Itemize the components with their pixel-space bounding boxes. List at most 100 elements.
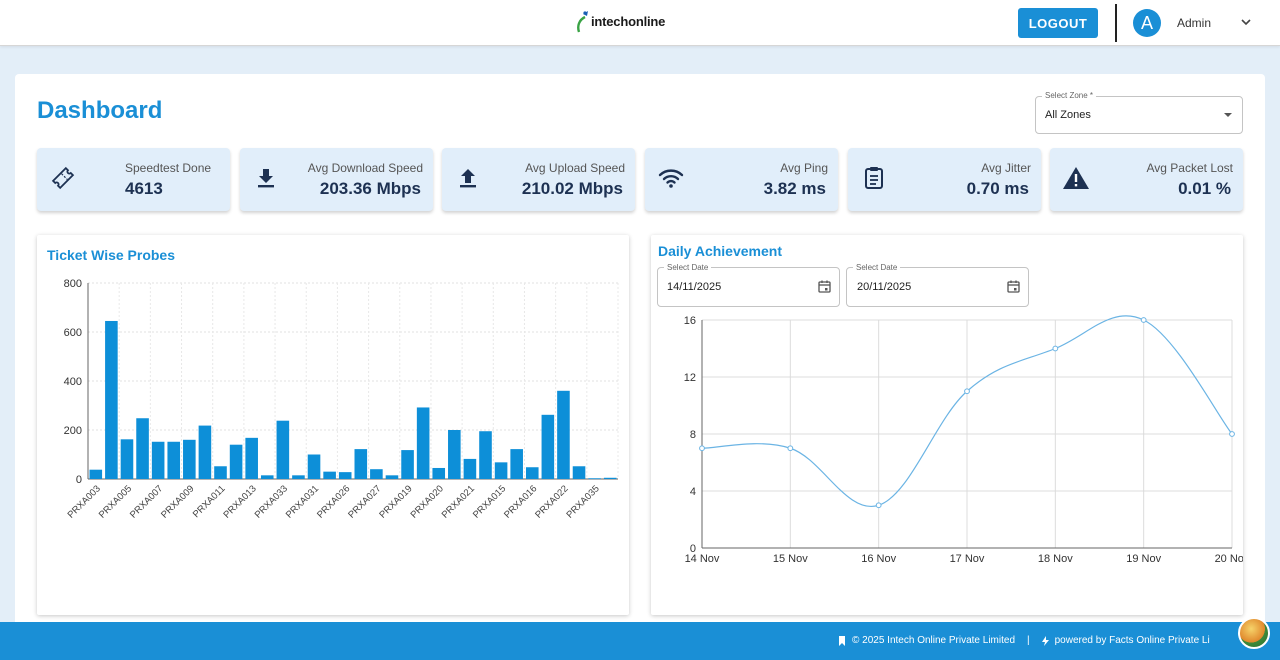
bar [432,467,446,479]
data-point [1229,431,1235,437]
stat-card-speedtest: Speedtest Done 4613 [37,148,230,211]
bar [338,472,352,479]
bar [463,458,477,479]
brand-logo[interactable]: intechonline [576,8,665,34]
bar [307,454,321,479]
y-tick-label: 0 [76,474,82,486]
stat-value: 203.36 Mbps [319,179,421,198]
x-tick-label: PRXA020 [409,483,446,520]
calendar-icon[interactable] [818,280,831,293]
bar [229,444,243,479]
zone-select-value[interactable]: All Zones [1045,109,1091,121]
logo-mark-icon [577,11,588,33]
x-tick-label: PRXA005 [97,483,134,520]
bar [448,430,461,479]
stat-value: 210.02 Mbps [521,179,623,198]
end-date-label: Select Date [853,263,901,272]
data-point [964,388,970,395]
start-date-label: Select Date [664,263,712,272]
x-tick-label: PRXA031 [284,483,321,520]
zone-select[interactable] [1035,96,1243,134]
stat-label: Speedtest Done [125,161,212,175]
warning-icon [1062,164,1090,192]
footer: © 2025 Intech Online Private Limited | p… [0,622,1280,660]
stat-value: 3.82 ms [763,179,826,198]
end-date-field[interactable] [846,267,1029,307]
y-tick-label: 12 [684,372,696,384]
dropdown-caret-icon[interactable] [1224,113,1232,117]
download-icon [252,164,280,192]
x-tick-label: PRXA016 [502,483,539,520]
bar [323,471,336,479]
bar [525,467,539,479]
bar [214,466,227,479]
y-tick-label: 0 [690,543,696,555]
x-tick-label: PRXA035 [564,483,601,520]
user-name[interactable]: Admin [1177,16,1212,30]
x-tick-label: 18 Nov [1038,553,1073,565]
bookmark-icon [839,635,845,646]
bar [245,437,258,479]
y-tick-label: 16 [684,315,696,327]
start-date-field[interactable] [657,267,840,307]
start-date-value[interactable]: 14/11/2025 [667,281,722,293]
x-tick-label: PRXA019 [377,483,414,520]
stat-card-ping: Avg Ping 3.82 ms [645,148,838,211]
data-point [875,502,882,509]
zone-select-label: Select Zone * [1042,91,1097,100]
footer-powered: powered by Facts Online Private Li [1054,635,1210,646]
bar [167,441,181,479]
footer-copyright: © 2025 Intech Online Private Limited [852,635,1016,646]
page-title: Dashboard [37,97,163,124]
top-header: intechonline LOGOUT A Admin [0,0,1280,46]
y-tick-label: 600 [64,327,82,339]
bar [276,420,290,479]
data-point [699,445,705,452]
probes-panel-title: Ticket Wise Probes [47,247,176,263]
stat-card-upload: Avg Upload Speed 210.02 Mbps [442,148,635,211]
bar [370,469,383,479]
bar [198,425,212,479]
bar [183,439,196,479]
x-tick-label: 14 Nov [685,553,720,565]
bar [416,407,430,479]
bar [557,390,570,479]
bar [401,450,414,479]
stat-value: 0.70 ms [966,179,1029,198]
y-tick-label: 800 [64,278,82,290]
x-tick-label: 15 Nov [773,553,808,565]
chat-widget-button[interactable] [1238,617,1270,649]
y-tick-label: 400 [64,376,82,388]
stat-card-download: Avg Download Speed 203.36 Mbps [240,148,433,211]
bar [494,462,508,479]
x-tick-label: PRXA003 [66,483,103,520]
bar [151,441,165,479]
bar [354,449,368,479]
x-tick-label: 17 Nov [950,553,985,565]
end-date-value[interactable]: 20/11/2025 [857,281,912,293]
y-tick-label: 4 [690,486,696,498]
bar [479,431,492,479]
upload-icon [454,164,482,192]
stat-label: Avg Upload Speed [525,161,625,175]
data-point [1052,345,1059,352]
x-tick-label: 19 Nov [1126,553,1161,565]
y-tick-label: 8 [690,429,696,441]
x-tick-label: PRXA007 [128,483,165,520]
footer-separator: | [1027,635,1030,646]
data-point [1140,317,1147,323]
bar [120,439,134,479]
logout-button[interactable]: LOGOUT [1018,8,1098,38]
y-tick-label: 200 [64,425,82,437]
stat-label: Avg Jitter [981,161,1031,175]
stat-value: 0.01 % [1178,179,1231,198]
chevron-down-icon[interactable] [1240,17,1252,27]
bar [105,320,118,479]
calendar-icon[interactable] [1007,280,1020,293]
probes-bar-chart: 0 200 400 600 800 PRXA003PRXA005PRXA007PRXA00… [64,278,619,521]
avatar[interactable]: A [1133,9,1161,37]
bar [541,414,555,479]
bolt-icon [1041,635,1049,646]
bar [136,418,149,479]
x-tick-label: 16 Nov [861,553,896,565]
